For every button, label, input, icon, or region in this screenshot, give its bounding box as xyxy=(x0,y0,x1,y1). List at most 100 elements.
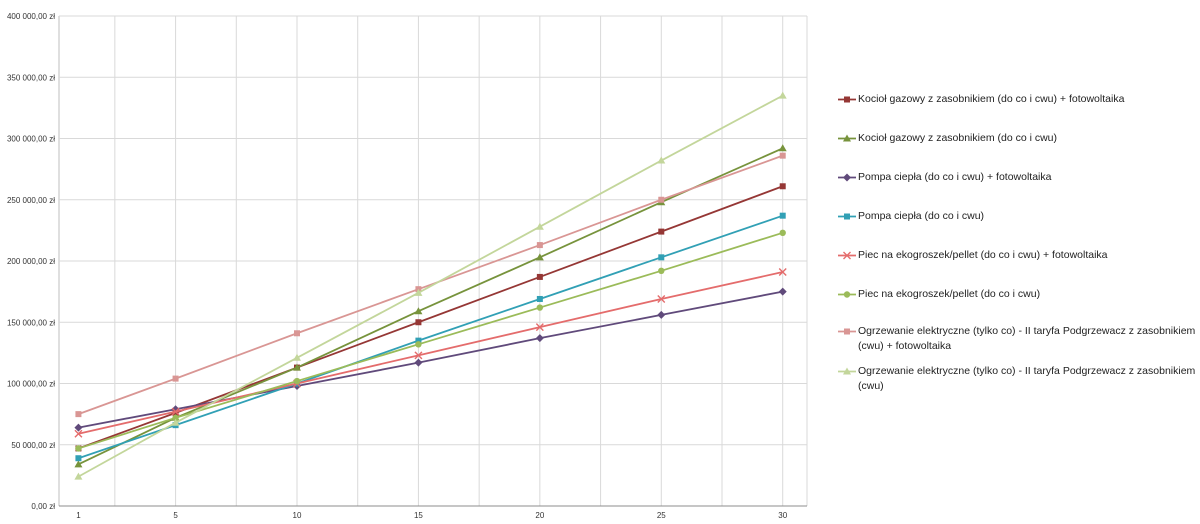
legend-label: Pompa ciepła (do co i cwu) + fotowoltaik… xyxy=(858,171,1052,183)
legend-label: Pompa ciepła (do co i cwu) xyxy=(858,210,985,222)
legend-label: Piec na ekogroszek/pellet (do co i cwu) xyxy=(858,288,1041,300)
series-8 xyxy=(74,91,787,480)
data-point xyxy=(172,375,179,382)
series-line xyxy=(78,154,784,415)
y-tick-label: 100 000,00 zł xyxy=(7,380,55,389)
data-point xyxy=(74,429,83,438)
legend-label: Ogrzewanie elektryczne (tylko co) - II t… xyxy=(858,365,1196,392)
horizontal-gridlines xyxy=(59,15,807,507)
data-point xyxy=(657,294,666,303)
data-point xyxy=(74,423,83,432)
series-line xyxy=(78,290,783,429)
data-point xyxy=(778,268,787,277)
data-point xyxy=(75,445,82,452)
data-point xyxy=(415,337,422,344)
series-5 xyxy=(74,268,787,438)
series-line xyxy=(77,94,784,478)
legend-swatch-icon xyxy=(838,328,856,335)
data-point xyxy=(657,310,666,319)
legend-item: Pompa ciepła (do co i cwu) + fotowoltaik… xyxy=(838,170,1198,185)
data-point xyxy=(415,319,422,326)
legend-label: Ogrzewanie elektryczne (tylko co) - II t… xyxy=(858,325,1196,352)
legend-item: Ogrzewanie elektryczne (tylko co) - II t… xyxy=(838,324,1198,354)
x-tick-label: 1 xyxy=(76,511,81,520)
y-tick-label: 300 000,00 zł xyxy=(7,135,55,144)
data-point xyxy=(172,414,179,421)
x-tick-label: 10 xyxy=(293,511,302,520)
series-line xyxy=(78,214,784,460)
data-point xyxy=(536,295,543,302)
y-tick-label: 350 000,00 zł xyxy=(7,73,55,82)
x-axis-tick-labels: 1 5 10 15 20 25 30 xyxy=(76,511,788,520)
x-tick-label: 20 xyxy=(535,511,544,520)
data-point xyxy=(779,229,786,237)
y-tick-label: 200 000,00 zł xyxy=(7,257,55,266)
legend-item: Kocioł gazowy z zasobnikiem (do co i cwu… xyxy=(838,92,1198,107)
data-point xyxy=(535,334,544,343)
data-point xyxy=(658,267,665,274)
data-point xyxy=(536,242,543,249)
legend-swatch-icon xyxy=(838,367,856,375)
y-tick-label: 400 000,00 zł xyxy=(7,12,55,21)
data-point xyxy=(74,460,83,468)
series-line xyxy=(78,231,783,450)
data-point xyxy=(779,183,786,190)
x-tick-label: 15 xyxy=(414,511,423,520)
legend-swatch-icon xyxy=(838,213,856,220)
data-point xyxy=(414,351,423,360)
x-tick-label: 25 xyxy=(657,511,666,520)
data-point xyxy=(414,288,423,296)
data-point xyxy=(293,377,301,385)
data-point xyxy=(658,254,665,261)
legend-item: Piec na ekogroszek/pellet (do co i cwu) … xyxy=(838,248,1198,263)
data-point xyxy=(779,212,786,219)
data-point xyxy=(778,144,787,152)
line-chart: 0,00 zł 50 000,00 zł 100 000,00 zł 150 000,… xyxy=(7,12,808,520)
y-tick-label: 250 000,00 zł xyxy=(7,196,55,205)
series-line xyxy=(78,271,783,435)
legend-item: Piec na ekogroszek/pellet (do co i cwu) xyxy=(838,287,1198,302)
data-point xyxy=(535,222,544,230)
data-point xyxy=(415,341,422,348)
series-4 xyxy=(75,212,786,462)
data-point xyxy=(75,411,82,418)
data-point xyxy=(171,407,180,416)
data-point xyxy=(74,472,83,480)
legend-item: Kocioł gazowy z zasobnikiem (do co i cwu… xyxy=(838,131,1198,146)
legend-swatch-icon xyxy=(838,96,856,103)
data-point xyxy=(293,363,301,371)
data-point xyxy=(293,353,301,361)
series-6 xyxy=(75,229,786,452)
data-point xyxy=(414,307,423,315)
legend-swatch-icon xyxy=(838,134,856,142)
data-point xyxy=(658,228,665,235)
data-point xyxy=(75,455,82,462)
data-point xyxy=(778,91,787,99)
legend-swatch-icon xyxy=(838,291,856,298)
legend-swatch-icon xyxy=(838,251,856,260)
series-1 xyxy=(75,183,786,452)
data-point xyxy=(414,358,423,367)
data-point xyxy=(778,287,787,296)
x-tick-label: 5 xyxy=(173,511,178,520)
data-point xyxy=(536,273,543,280)
data-point xyxy=(171,418,180,426)
legend-label: Kocioł gazowy z zasobnikiem (do co i cwu… xyxy=(858,132,1057,144)
data-point xyxy=(535,323,544,332)
series-7 xyxy=(75,152,786,418)
data-point xyxy=(657,156,666,164)
x-tick-label: 30 xyxy=(778,511,787,520)
y-tick-label: 50 000,00 zł xyxy=(11,441,55,450)
legend-label: Kocioł gazowy z zasobnikiem (do co i cwu… xyxy=(858,93,1125,105)
y-tick-label: 0,00 zł xyxy=(31,502,55,511)
legend-item: Pompa ciepła (do co i cwu) xyxy=(838,209,1198,224)
series-lines xyxy=(74,91,787,480)
legend-label: Piec na ekogroszek/pellet (do co i cwu) … xyxy=(858,249,1108,261)
y-axis-tick-labels: 0,00 zł 50 000,00 zł 100 000,00 zł 150 000,… xyxy=(7,12,55,511)
series-line xyxy=(78,147,784,466)
data-point xyxy=(535,253,544,261)
data-point xyxy=(658,196,665,203)
y-tick-label: 150 000,00 zł xyxy=(7,318,55,327)
data-point xyxy=(536,304,544,311)
data-point xyxy=(294,330,300,337)
